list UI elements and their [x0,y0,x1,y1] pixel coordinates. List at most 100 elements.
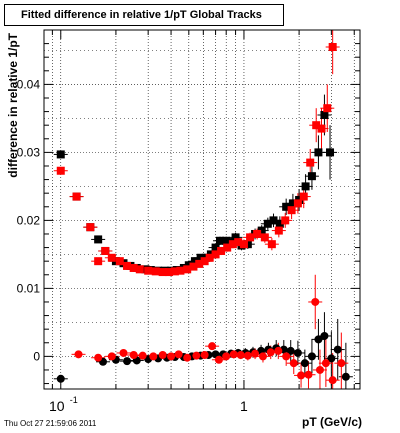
data-point-square [195,259,204,268]
data-point-square [215,236,224,245]
x-tick-label: 1 [240,398,248,414]
axis-ticks [44,29,360,389]
data-point-circle [214,355,223,364]
data-point-square [239,240,248,249]
data-point-square [231,233,240,242]
data-point-circle [320,331,329,340]
data-point-square [144,266,153,275]
data-point-square [320,110,329,119]
data-point-circle [311,297,320,306]
data-point-square [101,246,110,255]
data-point-square [211,250,220,259]
data-point-square [326,148,335,157]
data-point-square [115,257,124,266]
data-point-square [189,262,198,271]
data-point-square [129,263,138,272]
data-point-circle [74,350,83,359]
data-point-square [301,182,310,191]
data-point-square [183,265,192,274]
data-point-square [323,104,332,113]
data-point-square [184,261,193,270]
data-point-square [228,240,237,249]
x-axis-label: pT (GeV/c) [302,415,362,429]
data-point-circle [94,353,103,362]
data-point-circle [289,359,298,368]
y-axis-label: difference in relative 1/pT [6,32,20,177]
data-point-square [317,124,326,133]
data-point-square [314,148,323,157]
data-point-square [165,268,174,277]
data-point-square [288,199,297,208]
data-point-circle [266,348,275,357]
data-point-circle [200,351,209,360]
data-point-square [312,121,321,130]
data-point-square [269,216,278,225]
data-point-square [217,246,226,255]
data-point-circle [315,365,324,374]
data-point-circle [183,353,192,362]
y-tick-label: 0.01 [17,281,41,295]
chart-title: Fitted difference in relative 1/pT Globa… [4,4,284,26]
data-point-square [135,265,144,274]
data-point-circle [192,351,201,360]
y-tick-label: 0.04 [17,77,41,91]
data-point-circle [304,370,313,379]
data-point-circle [293,348,302,357]
markers [56,42,350,385]
data-point-square [176,266,185,275]
data-point-circle [321,359,330,368]
data-point-circle [274,346,283,355]
data-point-square [287,206,296,215]
data-point-square [274,226,283,235]
data-point-square [151,267,160,276]
data-point-circle [138,351,147,360]
plot-frame [43,29,361,390]
data-point-circle [229,350,238,359]
data-point-circle [107,352,116,361]
data-point-circle [282,352,291,361]
timestamp: Thu Oct 27 21:59:06 2011 [4,419,97,428]
data-point-circle [149,352,158,361]
data-point-circle [297,371,306,380]
data-point-circle [328,376,337,385]
data-point-circle [236,351,245,360]
data-point-square [306,158,315,167]
data-point-square [282,202,291,211]
data-point-square [170,267,179,276]
data-point-circle [167,352,176,361]
data-point-square [94,257,103,266]
data-point-circle [300,359,309,368]
data-point-square [246,233,255,242]
data-point-circle [314,335,323,344]
data-point-square [211,243,220,252]
data-point-square [56,166,65,175]
data-point-square [223,243,232,252]
data-point-circle [158,351,167,360]
data-point-circle [174,350,183,359]
grid [44,30,360,389]
data-point-square [307,172,316,181]
data-point-circle [327,354,336,363]
data-point-circle [243,351,252,360]
tick-labels: 0 0.01 0.02 0.03 0.04 10 -1 1 [17,77,248,414]
x-tick-label: 10 [49,398,65,414]
data-point-circle [258,352,267,361]
data-point-square [94,235,103,244]
data-point-circle [333,345,342,354]
y-tick-label: 0 [33,349,40,363]
data-point-circle [286,346,295,355]
data-point-square [107,253,116,262]
data-point-square [56,150,65,159]
data-point-circle [222,352,231,361]
data-point-square [275,219,284,228]
data-point-square [190,257,199,266]
data-point-square [281,216,290,225]
data-point-circle [251,349,260,358]
data-point-square [267,240,276,249]
data-point-square [205,253,214,262]
data-point-square [299,192,308,201]
data-point-square [234,238,243,247]
y-tick-label: 0.03 [17,145,41,159]
y-tick-label: 0.02 [17,213,41,227]
